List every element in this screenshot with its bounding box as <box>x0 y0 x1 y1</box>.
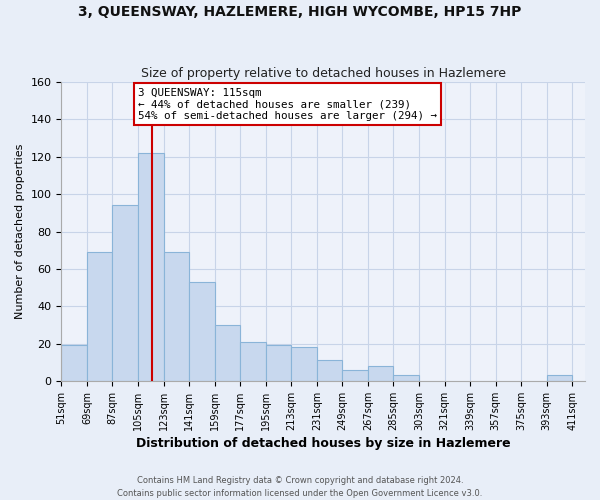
Bar <box>394 376 419 381</box>
Bar <box>368 366 394 381</box>
Bar <box>343 370 368 381</box>
Text: 3, QUEENSWAY, HAZLEMERE, HIGH WYCOMBE, HP15 7HP: 3, QUEENSWAY, HAZLEMERE, HIGH WYCOMBE, H… <box>79 5 521 19</box>
Bar <box>61 346 87 381</box>
Bar <box>138 153 164 381</box>
Bar <box>547 376 572 381</box>
Y-axis label: Number of detached properties: Number of detached properties <box>15 144 25 319</box>
Text: 3 QUEENSWAY: 115sqm
← 44% of detached houses are smaller (239)
54% of semi-detac: 3 QUEENSWAY: 115sqm ← 44% of detached ho… <box>138 88 437 121</box>
Bar <box>291 348 317 381</box>
Title: Size of property relative to detached houses in Hazlemere: Size of property relative to detached ho… <box>141 66 506 80</box>
Bar <box>215 325 240 381</box>
Bar <box>266 346 291 381</box>
Bar <box>164 252 189 381</box>
Text: Contains HM Land Registry data © Crown copyright and database right 2024.
Contai: Contains HM Land Registry data © Crown c… <box>118 476 482 498</box>
Bar <box>240 342 266 381</box>
Bar <box>112 206 138 381</box>
X-axis label: Distribution of detached houses by size in Hazlemere: Distribution of detached houses by size … <box>136 437 511 450</box>
Bar <box>189 282 215 381</box>
Bar <box>317 360 343 381</box>
Bar <box>87 252 112 381</box>
